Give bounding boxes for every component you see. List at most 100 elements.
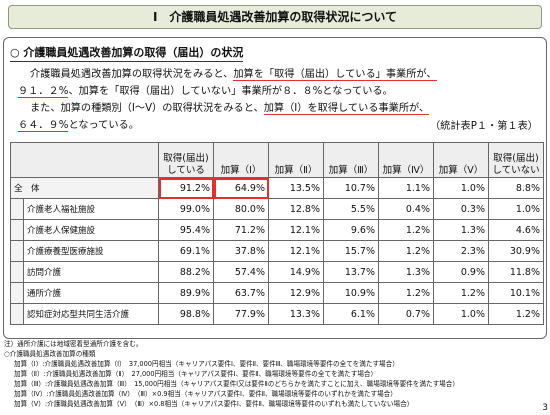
value-cell: 69.1% [158,240,214,262]
value-cell: 8.8% [488,177,544,199]
row-label: 認知症対応型共同生活介護 [23,303,159,325]
value-cell: 30.9% [488,240,544,262]
value-cell: 11.8% [488,261,544,283]
header-row: 取得(届出)している 加算（Ⅰ） 加算（Ⅱ） 加算（Ⅲ） 加算（Ⅳ） 加算（Ⅴ） 取得(届出… [10,142,544,178]
note-line: 加算（Ⅴ）:介護職員処遇改善加算（Ⅴ） （Ⅲ）×0.8相当（キャリアパス要件Ⅰ、… [14,400,414,408]
note-line: ○介護職員処遇改善加算の種類 [4,350,96,358]
value-cell: 1.0% [433,177,489,199]
row-label: 介護療養型医療施設 [23,240,159,262]
value-cell: 12.9% [268,282,324,304]
value-cell: 5.5% [323,198,379,220]
value-cell: 77.9% [213,303,269,325]
text-segment: ９１．２% [18,86,69,98]
text-segment: ６４．９% [18,120,69,132]
value-cell: 13.3% [268,303,324,325]
value-cell: 1.1% [378,177,434,199]
column-header: 加算（Ⅲ） [323,142,379,178]
value-cell: 1.2% [378,282,434,304]
value-cell: 95.4% [158,219,214,241]
table-row: 介護老人保健施設 95.4% 71.2% 12.1% 9.6% 1.2% 1.3% 4.6% [10,219,544,241]
column-header: 取得(届出)していない [488,142,544,178]
note-line: 注）通所介護には地域密着型通所介護を含む。 [4,340,143,348]
section-heading: ○ 介護職員処遇改善加算の取得（届出）の状況 [10,44,244,62]
note-line: 加算（Ⅱ）:介護職員処遇改善加算（Ⅱ） 27,000円相当（キャリアパス要件Ⅰ、… [14,370,378,378]
note-line: 加算（Ⅳ）:介護職員処遇改善加算（Ⅳ） （Ⅲ）×0.9相当（キャリアパス要件Ⅰ、… [14,390,397,398]
table-row: 訪問介護 88.2% 57.4% 14.9% 13.7% 1.3% 0.9% 11.8% [10,261,544,283]
note-line: 加算（Ⅰ）:介護職員処遇改善加算（Ⅰ） 37,000円相当（キャリアパス要件Ⅰ、… [14,360,399,368]
value-cell: 71.2% [213,219,269,241]
value-cell: 1.0% [488,198,544,220]
paragraph-line: ６４．９%となっている。 [18,117,538,134]
value-cell: 2.3% [433,240,489,262]
value-cell: 1.0% [433,303,489,325]
row-label: 全 体 [10,177,159,199]
table-row: 介護療養型医療施設 69.1% 37.8% 12.1% 15.7% 1.2% 2.3% 30.… [10,240,544,262]
value-cell: 0.9% [433,261,489,283]
value-cell: 64.9% [213,177,269,199]
indent-cell [10,198,24,220]
text-segment: 、加算を「取得（届出）していない」事業所が８．８%となっている。 [68,86,393,97]
paragraph-line: ９１．２%、加算を「取得（届出）していない」事業所が８．８%となっている。 [18,83,538,100]
value-cell: 57.4% [213,261,269,283]
value-cell: 1.2% [488,303,544,325]
value-cell: 1.2% [433,282,489,304]
value-cell: 0.7% [378,303,434,325]
row-label: 介護老人福祉施設 [23,198,159,220]
value-cell: 98.8% [158,303,214,325]
value-cell: 9.6% [323,219,379,241]
value-cell: 1.2% [378,240,434,262]
value-cell: 13.7% [323,261,379,283]
paragraph: 介護職員処遇改善加算の取得状況をみると、加算を「取得（届出）している」事業所が、… [18,66,538,134]
value-cell: 88.2% [158,261,214,283]
text-segment: 加算を「取得（届出）している」事業所が、 [233,69,437,81]
indent-cell [10,240,24,262]
data-table: 取得(届出)している 加算（Ⅰ） 加算（Ⅱ） 加算（Ⅲ） 加算（Ⅳ） 加算（Ⅴ） 取得(届出… [10,142,544,325]
text-segment: 加算（Ⅰ）を取得している事業所が、 [263,103,430,115]
row-label: 訪問介護 [23,261,159,283]
value-cell: 6.1% [323,303,379,325]
column-header: 取得(届出)している [158,142,214,178]
value-cell: 0.3% [433,198,489,220]
value-cell: 0.4% [378,198,434,220]
value-cell: 1.3% [378,261,434,283]
value-cell: 10.7% [323,177,379,199]
indent-cell [10,261,24,283]
source-note: （統計表P１・第１表） [429,121,538,132]
value-cell: 15.7% [323,240,379,262]
value-cell: 10.9% [323,282,379,304]
value-cell: 80.0% [213,198,269,220]
text-segment: 介護職員処遇改善加算の取得状況をみると、 [30,69,234,80]
value-cell: 91.2% [158,177,214,199]
table-row: 介護老人福祉施設 99.0% 80.0% 12.8% 5.5% 0.4% 0.3% 1.0% [10,198,544,220]
section-frame [3,37,547,339]
column-header: 加算（Ⅰ） [213,142,269,178]
column-header: 加算（Ⅳ） [378,142,434,178]
value-cell: 12.1% [268,240,324,262]
value-cell: 99.0% [158,198,214,220]
value-cell: 1.2% [378,219,434,241]
indent-cell [10,303,24,325]
value-cell: 10.1% [488,282,544,304]
value-cell: 37.8% [213,240,269,262]
text-segment: となっている。 [68,120,139,131]
value-cell: 89.9% [158,282,214,304]
notes: 注）通所介護には地域密着型通所介護を含む。 ○介護職員処遇改善加算の種類加算（Ⅰ）… [4,339,459,409]
table-row: 認知症対応型共同生活介護 98.8% 77.9% 13.3% 6.1% 0.7% 1.0% 1… [10,303,544,325]
text-segment: また、加算の種類別（Ⅰ～Ⅴ）の取得状況をみると、 [30,103,264,114]
slide-title: Ⅰ 介護職員処遇改善加算の取得状況について [8,5,542,29]
column-header: 加算（Ⅱ） [268,142,324,178]
corner-cell [10,142,159,178]
value-cell: 12.8% [268,198,324,220]
table-row: 全 体 91.2% 64.9% 13.5% 10.7% 1.1% 1.0% 8.8% [10,177,544,199]
value-cell: 14.9% [268,261,324,283]
value-cell: 1.3% [433,219,489,241]
value-cell: 4.6% [488,219,544,241]
value-cell: 63.7% [213,282,269,304]
value-cell: 12.1% [268,219,324,241]
column-header: 加算（Ⅴ） [433,142,489,178]
note-line: 加算（Ⅲ）:介護職員処遇改善加算（Ⅲ） 15,000円相当（キャリアパス要件Ⅰ又… [14,380,459,388]
paragraph-line: また、加算の種類別（Ⅰ～Ⅴ）の取得状況をみると、加算（Ⅰ）を取得している事業所が… [18,100,538,117]
table-row: 通所介護 89.9% 63.7% 12.9% 10.9% 1.2% 1.2% 10.1% [10,282,544,304]
value-cell: 13.5% [268,177,324,199]
